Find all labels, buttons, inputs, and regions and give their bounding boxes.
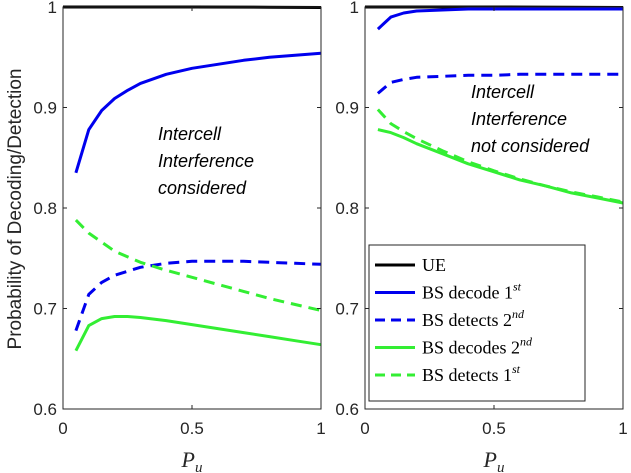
y-tick-label: 0.8 — [33, 199, 57, 218]
y-axis-label: Probability of Decoding/Detection — [5, 69, 26, 350]
y-tick-label: 0.9 — [335, 99, 359, 118]
annotation-line-2: Interference — [471, 109, 567, 129]
legend-entry-5: BS detects 1st — [422, 362, 521, 385]
right-panel: 0.6 0.7 0.8 0.9 1 0 0.5 1 Pu Intercell Interferenc… — [335, 0, 627, 473]
x-axis-label: Pu — [181, 447, 203, 473]
series-line-2 — [74, 51, 322, 174]
x-axis-label-sub: u — [497, 460, 505, 473]
plot-area — [63, 7, 321, 409]
x-tick-label: 1 — [316, 419, 325, 438]
legend-entry-text: BS decodes 2 — [422, 338, 520, 358]
legend-entry-text: BS detects 1 — [422, 365, 512, 385]
y-tick-label: 0.9 — [33, 99, 57, 118]
x-axis-label-sub: u — [195, 460, 203, 473]
legend-entry-superscript: nd — [512, 307, 525, 321]
annotation-line-1: Intercell — [471, 82, 535, 102]
x-tick-label: 0.5 — [482, 419, 506, 438]
x-axis-label-main: P — [483, 447, 497, 472]
y-tick-label: 0.7 — [335, 300, 359, 319]
legend-entry-text: UE — [422, 255, 446, 275]
series-line-3 — [74, 259, 322, 332]
annotation-line-1: Intercell — [158, 124, 222, 144]
legend-entry-4: BS decodes 2nd — [422, 335, 533, 358]
x-tick-label: 0 — [360, 419, 369, 438]
x-tick-label: 0 — [58, 419, 67, 438]
y-tick-label: 0.7 — [33, 300, 57, 319]
series-line-4 — [74, 315, 322, 352]
series-line-3 — [376, 72, 623, 95]
y-tick-label: 0.6 — [33, 400, 57, 419]
x-tick-label: 0.5 — [180, 419, 204, 438]
legend-entry-text: BS decode 1 — [422, 283, 513, 303]
legend-entry-2: BS decode 1st — [422, 280, 522, 303]
legend-entry-text: BS detects 2 — [422, 310, 512, 330]
legend-entry-1: UE — [422, 255, 446, 275]
legend-entry-superscript: st — [512, 362, 521, 376]
legend-box — [368, 244, 586, 402]
x-tick-label: 1 — [618, 419, 627, 438]
y-tick-label: 0.8 — [335, 199, 359, 218]
left-panel: 0.6 0.7 0.8 0.9 1 0 0.5 1 Pu Intercell Interferenc… — [33, 0, 325, 473]
annotation-line-2: Interference — [158, 151, 254, 171]
series-line-5 — [74, 219, 322, 312]
legend-entry-superscript: st — [513, 280, 522, 294]
x-axis-label-main: P — [181, 447, 195, 472]
x-axis-label: Pu — [483, 447, 505, 473]
y-tick-label: 1 — [350, 0, 359, 17]
y-tick-label: 1 — [48, 0, 57, 17]
y-tick-label: 0.6 — [335, 400, 359, 419]
legend-entry-3: BS detects 2nd — [422, 307, 525, 330]
annotation-line-3: not considered — [471, 136, 590, 156]
series-line-5 — [376, 108, 624, 204]
series-line-2 — [376, 7, 623, 31]
annotation-line-3: considered — [158, 178, 247, 198]
legend-entry-superscript: nd — [520, 335, 533, 349]
